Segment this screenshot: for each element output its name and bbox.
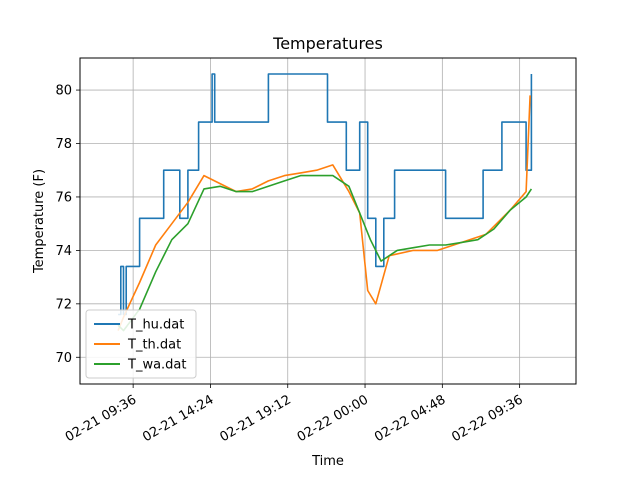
x-axis-label: Time bbox=[311, 454, 344, 469]
series-line-t-th bbox=[117, 95, 531, 331]
y-tick-label: 80 bbox=[55, 84, 72, 99]
legend-box bbox=[85, 309, 197, 379]
series-line-t-hu bbox=[118, 73, 533, 316]
y-tick-label: 78 bbox=[55, 137, 72, 152]
y-axis-label: Temperature (F) bbox=[32, 169, 47, 274]
plot-frame bbox=[79, 57, 577, 385]
chart-title: Temperatures bbox=[272, 34, 383, 53]
y-tick-label: 70 bbox=[55, 351, 72, 366]
series-line-t-wa bbox=[117, 174, 533, 332]
y-tick-label: 76 bbox=[55, 190, 72, 205]
legend-entry: T_hu.dat bbox=[127, 318, 184, 333]
legend-entry: T_th.dat bbox=[127, 338, 181, 353]
legend: T_hu.dat T_th.dat T_wa.dat bbox=[85, 309, 197, 379]
y-tick-label: 74 bbox=[55, 244, 72, 259]
legend-entry: T_wa.dat bbox=[127, 358, 187, 373]
y-tick-label: 72 bbox=[55, 297, 72, 312]
series-lines bbox=[117, 73, 533, 332]
